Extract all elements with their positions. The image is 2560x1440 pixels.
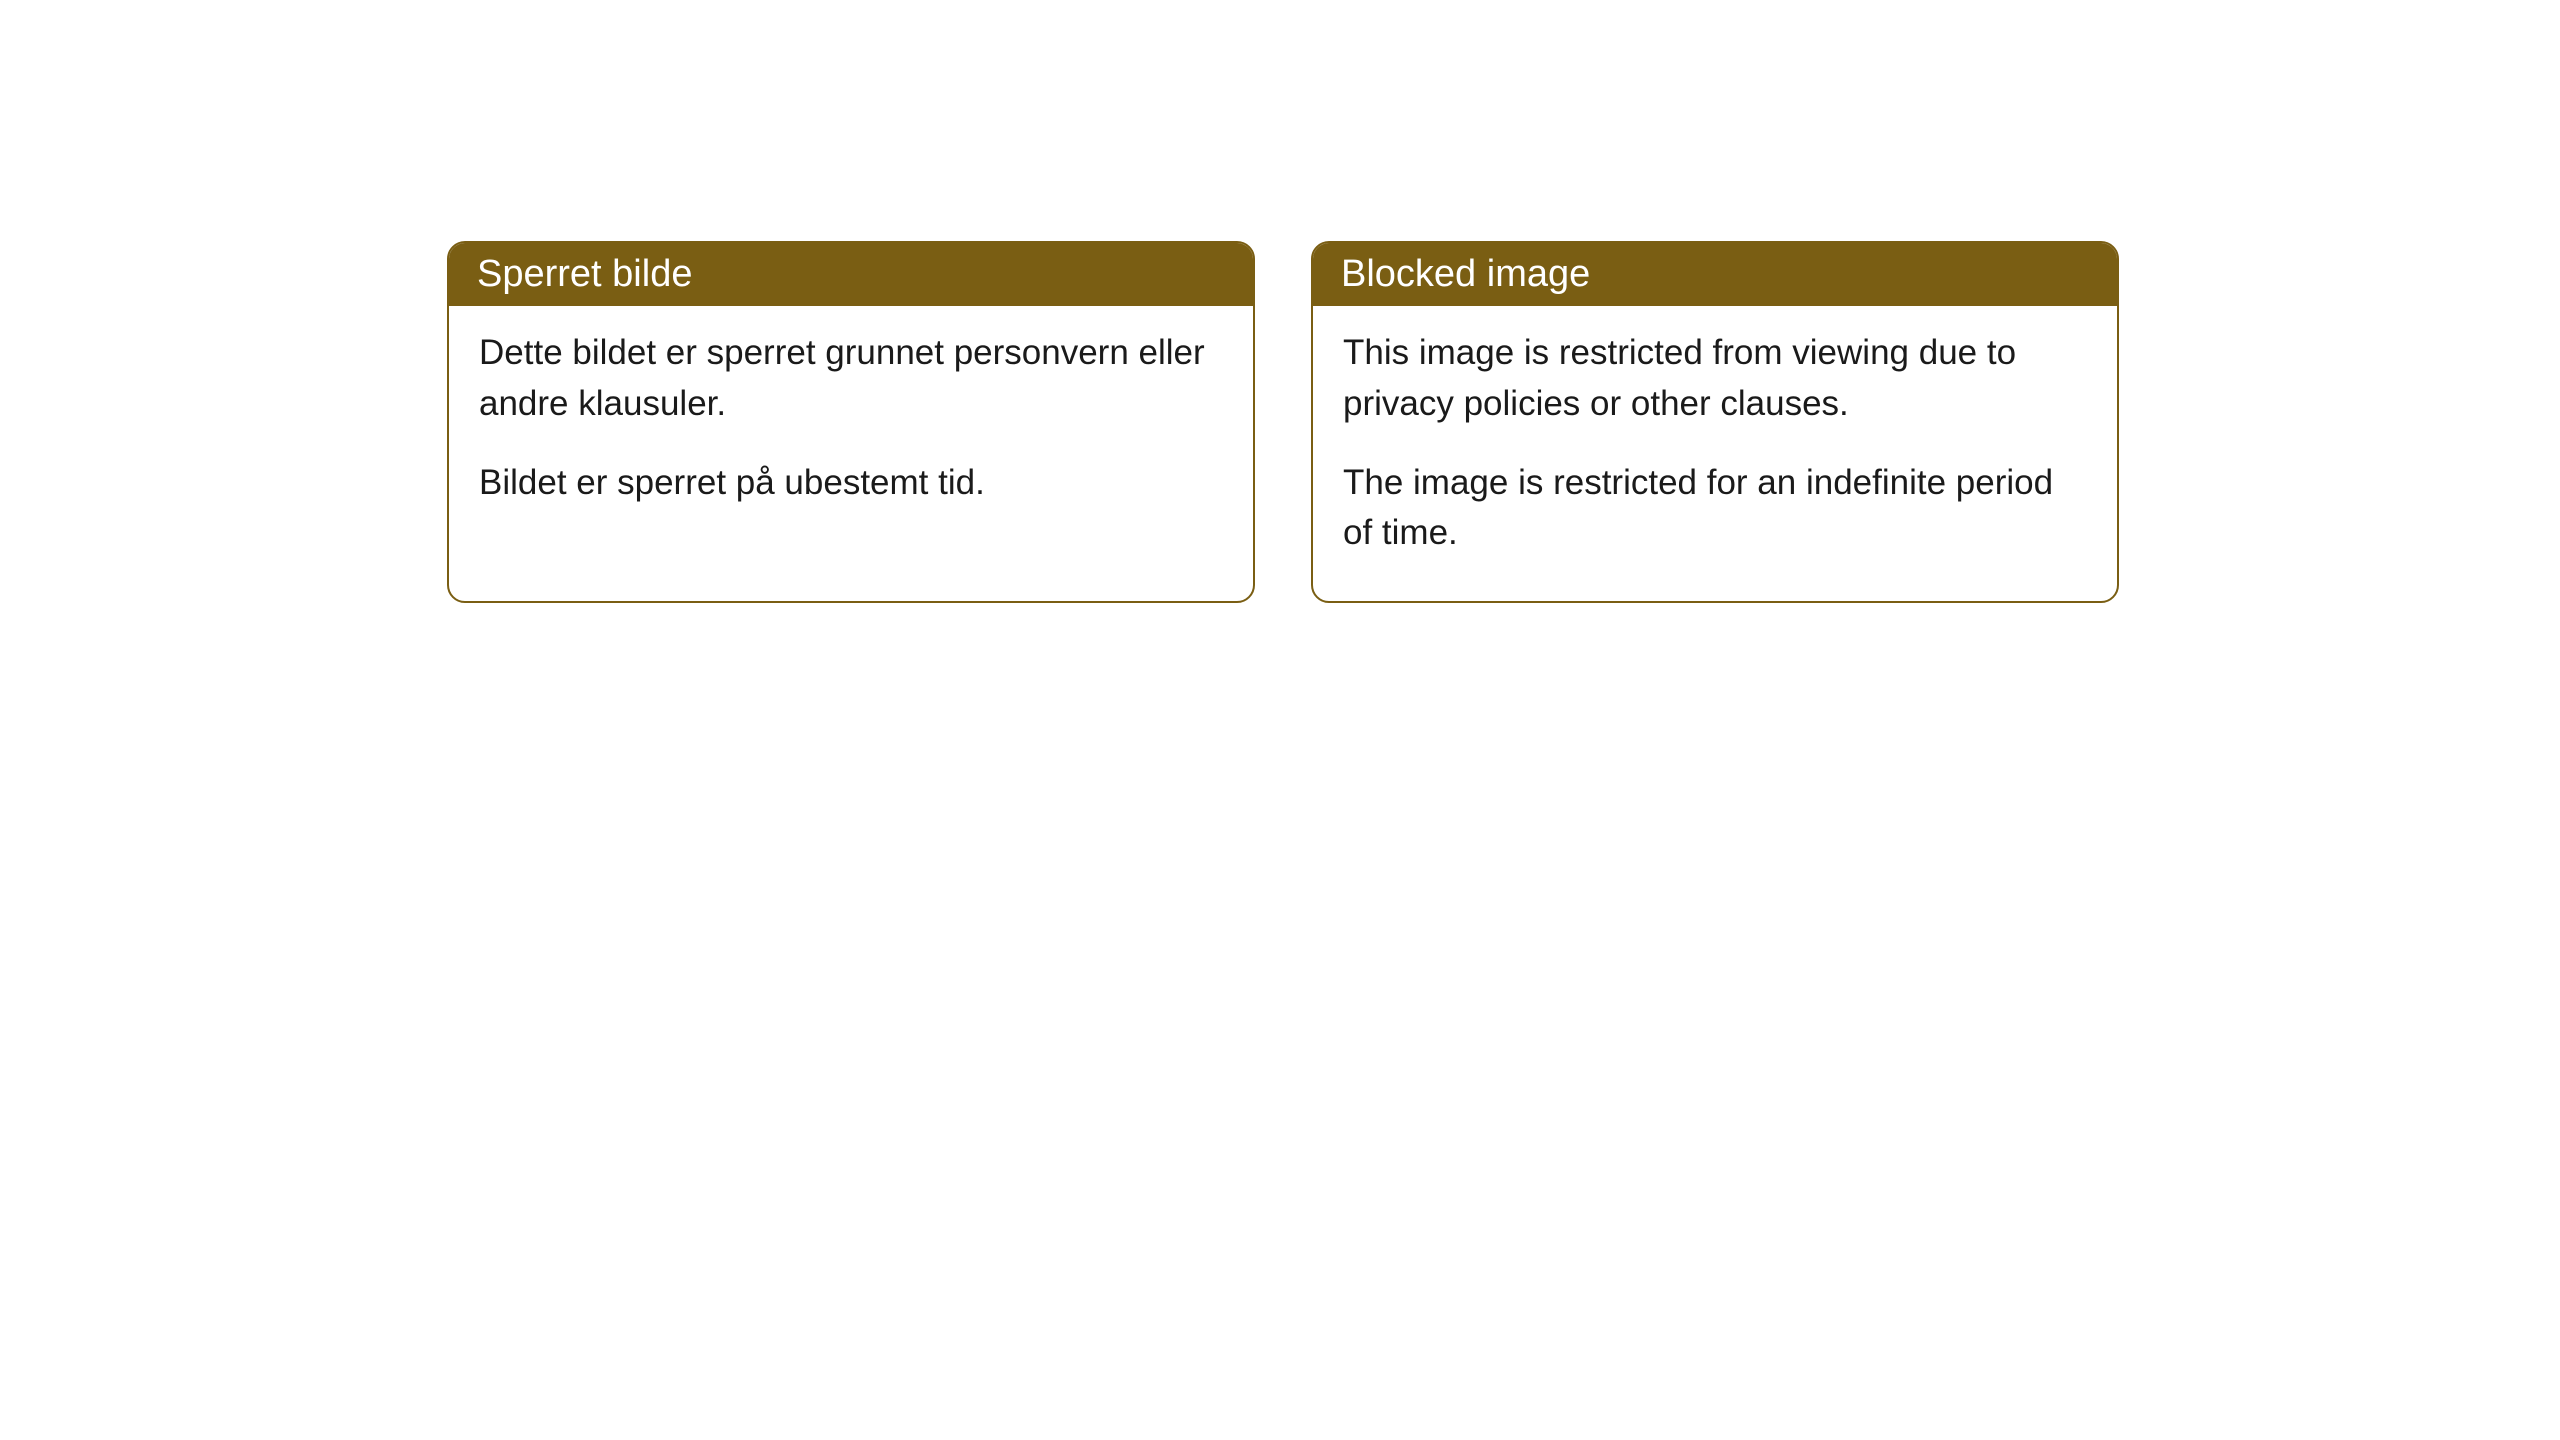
card-paragraph-2: Bildet er sperret på ubestemt tid. bbox=[479, 458, 1223, 509]
notice-container: Sperret bilde Dette bildet er sperret gr… bbox=[447, 241, 2119, 603]
card-paragraph-1: This image is restricted from viewing du… bbox=[1343, 328, 2087, 430]
card-paragraph-2: The image is restricted for an indefinit… bbox=[1343, 458, 2087, 560]
card-header-english: Blocked image bbox=[1313, 243, 2117, 306]
card-body-norwegian: Dette bildet er sperret grunnet personve… bbox=[449, 306, 1253, 550]
card-header-norwegian: Sperret bilde bbox=[449, 243, 1253, 306]
card-body-english: This image is restricted from viewing du… bbox=[1313, 306, 2117, 601]
notice-card-norwegian: Sperret bilde Dette bildet er sperret gr… bbox=[447, 241, 1255, 603]
card-title: Blocked image bbox=[1341, 253, 1590, 295]
notice-card-english: Blocked image This image is restricted f… bbox=[1311, 241, 2119, 603]
card-title: Sperret bilde bbox=[477, 253, 692, 295]
card-paragraph-1: Dette bildet er sperret grunnet personve… bbox=[479, 328, 1223, 430]
